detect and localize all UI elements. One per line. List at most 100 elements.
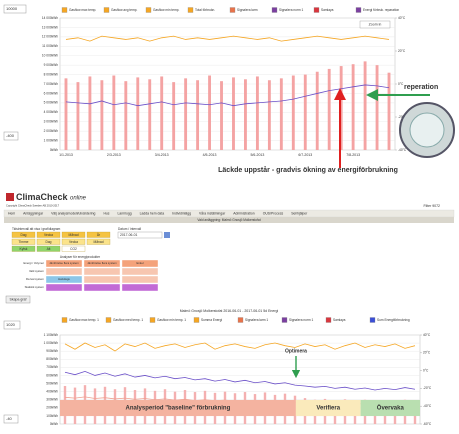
callout-text: reperation [404, 84, 438, 91]
bar [244, 79, 247, 150]
y-tick-label: 200kWh [46, 406, 58, 410]
legend-swatch[interactable] [62, 318, 67, 323]
nav-item[interactable]: Hus [103, 211, 109, 215]
bar [388, 73, 391, 150]
bar [376, 65, 379, 150]
nav-item[interactable]: Välj analysmodell/utvärdering [51, 211, 95, 215]
input-value: -400 [6, 133, 15, 138]
y-tick-label: 10 000kWh [42, 54, 58, 58]
y-tick-label: 300kWh [46, 398, 58, 402]
legend-swatch[interactable] [238, 318, 243, 323]
legend-swatch[interactable] [62, 8, 67, 13]
photo-inner [410, 113, 444, 147]
nav-item[interactable]: Administration [233, 211, 255, 215]
legend-swatch[interactable] [370, 318, 375, 323]
table-cell[interactable] [46, 268, 82, 275]
nav-item[interactable]: Individinlägg [172, 211, 191, 215]
nav-item[interactable]: Sei/hjälper [291, 211, 308, 215]
bar [184, 78, 187, 150]
y-tick-label: 0kWh [50, 148, 58, 152]
cell-text: Halvdags [58, 277, 70, 281]
logo-icon [6, 193, 14, 201]
calendar-icon[interactable] [164, 232, 170, 238]
bar [112, 76, 115, 150]
legend-label: Signalera norm 1 [279, 8, 304, 12]
bar [136, 77, 139, 150]
y2-tick-label: -40°C [423, 404, 432, 408]
y-tick-label: 12 000kWh [42, 35, 58, 39]
nav-item[interactable]: Larmlogg [117, 211, 131, 215]
y-tick-label: 13 000kWh [42, 25, 58, 29]
bar [256, 76, 259, 150]
table-cell[interactable] [84, 276, 120, 283]
legend-label: Gasflow med temp. 1 [113, 318, 143, 322]
legend-label: Signalera norm 1 [289, 318, 314, 322]
bar [172, 82, 175, 150]
legend-swatch[interactable] [188, 8, 193, 13]
bar [77, 82, 80, 150]
button-label: Kylsk [20, 247, 28, 251]
legend-swatch[interactable] [356, 8, 361, 13]
y2-tick-label: -20°C [423, 386, 432, 390]
legend-swatch[interactable] [104, 8, 109, 13]
y2-tick-label: 20°C [398, 49, 406, 53]
phase-label: Analysperiod "baseline" förbrukning [126, 406, 231, 412]
legend-swatch[interactable] [326, 318, 331, 323]
y-tick-label: 400kWh [46, 389, 58, 393]
y-tick-label: 800kWh [46, 357, 58, 361]
y-tick-label: 11 000kWh [42, 44, 58, 48]
button-label: Dag [20, 233, 26, 237]
legend-swatch[interactable] [272, 8, 277, 13]
filter: Filter 9072 [423, 204, 440, 208]
legend-swatch[interactable] [314, 8, 319, 13]
legend-swatch[interactable] [282, 318, 287, 323]
bar [100, 80, 103, 150]
legend-label: Signalera larm [237, 8, 258, 12]
table-cell[interactable] [122, 284, 158, 291]
y-tick-label: 1 000kWh [44, 341, 59, 345]
legend-swatch[interactable] [146, 8, 151, 13]
table-cell[interactable] [122, 276, 158, 283]
interval-label: Tidsintervall att visa i graf/diagram [12, 227, 61, 231]
row-label: Energi / Volymer [23, 261, 44, 265]
nav-item[interactable]: Hem [8, 211, 15, 215]
nav-item[interactable]: Ladda hem data [140, 211, 165, 215]
table-cell[interactable] [46, 284, 82, 291]
bar [88, 76, 91, 150]
bar [268, 80, 271, 150]
nav-item[interactable]: Anläggningar [23, 211, 44, 215]
legend-swatch[interactable] [150, 318, 155, 323]
y-tick-label: 1 100kWh [44, 333, 59, 337]
y-tick-label: 1 000kWh [44, 138, 59, 142]
y-tick-label: 2 000kWh [44, 129, 59, 133]
table-cell[interactable] [84, 284, 120, 291]
bar [316, 72, 319, 150]
bar [328, 69, 331, 150]
legend-swatch[interactable] [106, 318, 111, 323]
nav-item[interactable]: Våra inställningar [199, 211, 226, 215]
input-value: -40 [6, 416, 13, 421]
legend-label: Gasflow max temp. [69, 8, 96, 12]
bar [160, 76, 163, 150]
bar [304, 75, 307, 150]
y-tick-label: 900kWh [46, 349, 58, 353]
legend-swatch[interactable] [194, 318, 199, 323]
row-label: Statistik system [25, 285, 45, 289]
bar [220, 81, 223, 150]
button-label: Dag [45, 240, 51, 244]
legend-swatch[interactable] [230, 8, 235, 13]
table-cell[interactable] [84, 268, 120, 275]
input-value: 10000 [6, 6, 18, 11]
y-tick-label: 500kWh [46, 381, 58, 385]
y-tick-label: 5 000kWh [44, 101, 59, 105]
y-tick-label: 9 000kWh [44, 63, 59, 67]
cell-text: Jämförelse flera system [49, 261, 79, 265]
nav-item[interactable]: OUS/Process [263, 211, 284, 215]
legend-label: Gasflow min temp. 1 [157, 318, 186, 322]
table-cell[interactable] [122, 268, 158, 275]
date-label: Datum / intervall [118, 227, 141, 231]
bar [280, 78, 283, 150]
cell-text: Enkel [137, 261, 144, 265]
copyright: Copyright ClimaCheck Sweden AB 2010-2017 [6, 204, 60, 208]
legend-label: Gasflow min temp. [153, 8, 180, 12]
